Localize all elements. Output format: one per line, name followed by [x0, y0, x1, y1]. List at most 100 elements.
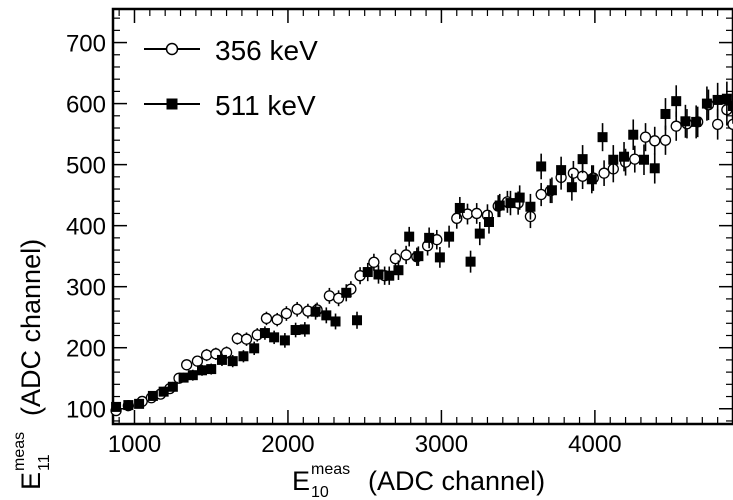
series-511-kev [111, 81, 733, 412]
data-point [249, 341, 260, 356]
marker-filled-square [628, 129, 639, 140]
legend-entry-356kev: 356 keV [144, 35, 318, 66]
marker-filled-square [454, 202, 465, 213]
marker-filled-square [546, 185, 557, 196]
data-point [404, 226, 415, 247]
marker-filled-square [413, 251, 424, 262]
y-tick-label: 100 [66, 397, 106, 424]
data-point [546, 177, 557, 204]
data-point [251, 328, 263, 342]
marker-open-circle [271, 313, 283, 326]
marker-filled-square [660, 108, 671, 119]
data-point [444, 225, 455, 248]
y-tick-label: 600 [66, 92, 106, 119]
data-point [134, 398, 145, 409]
y-axis-title-sub: 11 [36, 454, 53, 471]
data-point [680, 104, 691, 138]
marker-filled-square [404, 231, 415, 242]
data-point [461, 203, 474, 225]
marker-open-circle [659, 134, 672, 146]
marker-filled-square [341, 287, 352, 298]
marker-filled-square [525, 201, 536, 212]
svg-text:(ADC channel): (ADC channel) [368, 466, 545, 496]
marker-filled-square [577, 154, 588, 165]
data-point [362, 262, 373, 282]
marker-filled-square [556, 165, 567, 176]
data-point [567, 160, 580, 186]
marker-open-circle [332, 292, 345, 304]
data-point [279, 333, 290, 348]
marker-filled-square [187, 370, 198, 381]
legend: 356 keV 511 keV [144, 35, 318, 121]
legend-label-356kev: 356 keV [215, 35, 318, 66]
data-point [321, 307, 332, 324]
data-point [638, 144, 649, 175]
data-point [299, 322, 310, 337]
marker-open-circle [368, 256, 380, 268]
marker-filled-square [474, 228, 485, 239]
marker-filled-square [362, 267, 373, 278]
x-tick-label: 2000 [261, 431, 314, 458]
data-point [525, 193, 536, 220]
data-point [167, 381, 178, 392]
marker-filled-square [310, 306, 321, 317]
marker-open-circle [598, 167, 610, 179]
marker-filled-square [330, 316, 341, 327]
data-point [393, 260, 404, 280]
data-point [271, 312, 283, 327]
marker-filled-square [721, 93, 732, 104]
data-point [649, 126, 661, 155]
x-axis-title-rest: (ADC channel) [368, 466, 545, 496]
data-point [352, 311, 363, 329]
marker-filled-square [123, 400, 134, 411]
plot-frame [111, 7, 733, 426]
data-point [280, 306, 293, 321]
marker-open-circle [670, 120, 682, 132]
data-point [649, 153, 660, 184]
data-point [238, 350, 249, 363]
marker-filled-square [536, 161, 547, 172]
marker-open-circle [712, 118, 724, 130]
data-point [586, 165, 597, 194]
marker-filled-square [649, 163, 660, 174]
axis-tick-labels: 1000 2000 3000 4000 100 200 300 400 500 600 700 [66, 31, 622, 458]
marker-filled-square [712, 94, 723, 105]
marker-filled-square [279, 335, 290, 346]
marker-open-circle [260, 312, 273, 325]
marker-open-circle [240, 333, 253, 345]
legend-entry-511kev: 511 keV [144, 90, 316, 121]
y-tick-label: 400 [66, 214, 106, 241]
marker-open-circle [200, 349, 213, 361]
data-point [206, 363, 217, 375]
data-point [597, 123, 608, 152]
marker-filled-square [728, 101, 733, 112]
svg-text:meas: meas [311, 461, 350, 478]
marker-open-circle [629, 153, 641, 165]
data-point [424, 227, 435, 249]
data-point [566, 173, 577, 201]
marker-open-circle [323, 290, 336, 302]
data-point [187, 369, 198, 381]
marker-filled-square [514, 192, 525, 203]
data-point [639, 123, 652, 152]
data-point [619, 142, 630, 172]
legend-marker-open-circle [165, 42, 179, 56]
data-point [323, 287, 336, 304]
data-point [598, 160, 610, 186]
x-tick-label: 4000 [568, 431, 621, 458]
marker-filled-square [178, 372, 189, 383]
data-point [231, 332, 243, 345]
data-point [505, 190, 516, 216]
data-point [671, 85, 682, 118]
data-point [535, 182, 547, 207]
marker-filled-square [249, 343, 260, 354]
data-point [368, 253, 380, 271]
marker-filled-square [373, 269, 384, 280]
data-point [628, 119, 639, 150]
marker-open-circle [400, 249, 412, 261]
data-point [259, 326, 270, 340]
data-point [701, 86, 712, 121]
marker-open-circle [727, 118, 733, 130]
marker-filled-square [597, 132, 608, 143]
